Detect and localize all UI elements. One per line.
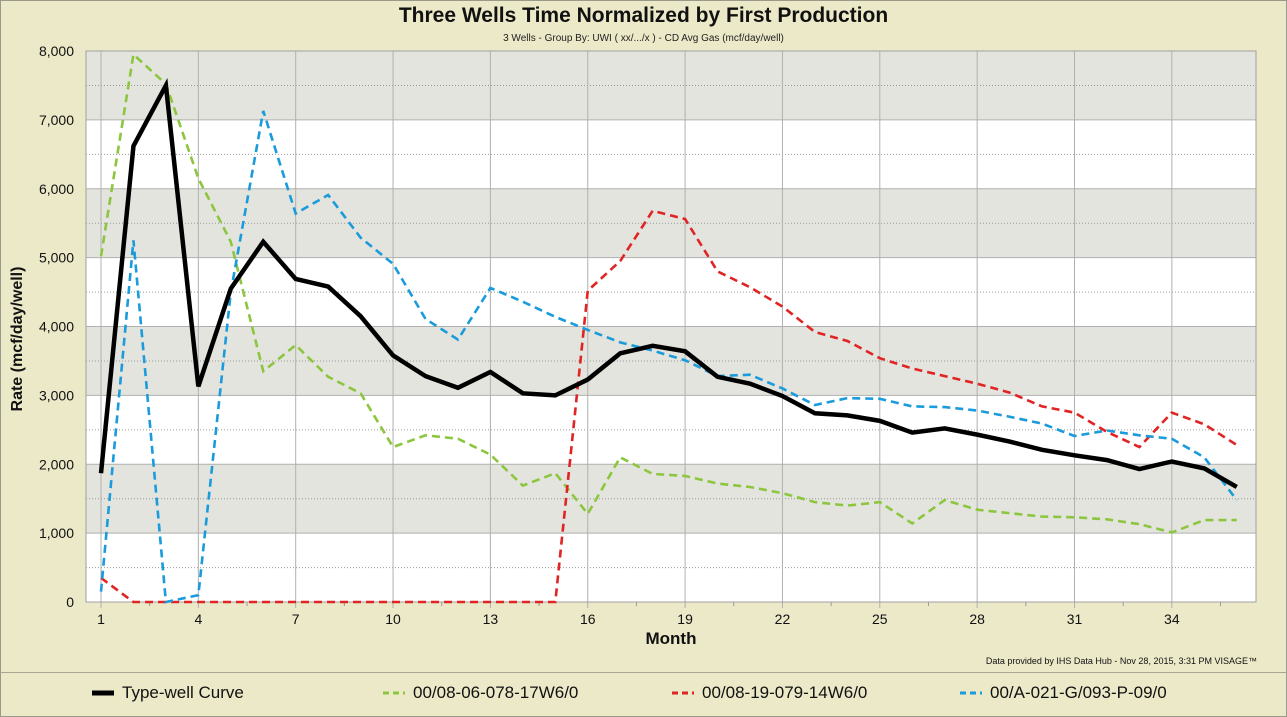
series-line-1 [99,51,1237,534]
legend-divider [0,672,1287,673]
x-tick-label: 34 [1164,611,1180,627]
x-tick-label: 28 [969,611,985,627]
x-tick-label: 31 [1067,611,1083,627]
data-credit: Data provided by IHS Data Hub - Nov 28, … [985,656,1257,666]
x-tick-label: 7 [292,611,300,627]
chart-subtitle: 3 Wells - Group By: UWI ( xx/.../x ) - C… [503,33,784,44]
x-tick-label: 1 [97,611,105,627]
x-tick-label: 22 [775,611,791,627]
y-tick-label: 0 [66,594,74,610]
y-tick-label: 1,000 [39,525,74,541]
y-tick-label: 6,000 [39,181,74,197]
legend-swatch [672,691,694,695]
series-line-0 [98,77,1238,489]
legend-swatch [383,691,405,695]
y-tick-label: 8,000 [39,43,74,59]
legend-item-well-1: 00/08-06-078-17W6/0 [383,680,578,706]
y-axis-label: Rate (mcf/day/well) [9,266,26,412]
x-tick-label: 19 [677,611,693,627]
series-line-3 [99,110,1238,604]
legend-label: 00/A-021-G/093-P-09/0 [990,683,1167,702]
y-tick-label: 7,000 [39,112,74,128]
y-tick-label: 3,000 [39,387,74,403]
legend-item-type-well: Type-well Curve [92,680,244,706]
series-line-2 [100,209,1238,604]
y-tick-label: 4,000 [39,319,74,335]
legend-label: 00/08-06-078-17W6/0 [413,683,579,702]
x-tick-label: 25 [872,611,888,627]
legend-swatch [960,691,982,695]
x-axis-label: Month [645,629,697,648]
legend: Type-well Curve 00/08-06-078-17W6/0 00/0… [0,680,1287,706]
y-tick-label: 5,000 [39,250,74,266]
legend-label: 00/08-19-079-14W6/0 [702,683,868,702]
y-tick-label: 2,000 [39,456,74,472]
plot-border [85,50,1257,603]
legend-swatch [92,690,114,696]
x-tick-label: 4 [194,611,202,627]
x-tick-label: 10 [385,611,401,627]
legend-item-well-3: 00/A-021-G/093-P-09/0 [960,680,1167,706]
chart-title: Three Wells Time Normalized by First Pro… [398,4,889,27]
legend-item-well-2: 00/08-19-079-14W6/0 [672,680,867,706]
x-tick-label: 16 [580,611,596,627]
x-tick-label: 13 [483,611,499,627]
legend-label: Type-well Curve [122,683,244,702]
